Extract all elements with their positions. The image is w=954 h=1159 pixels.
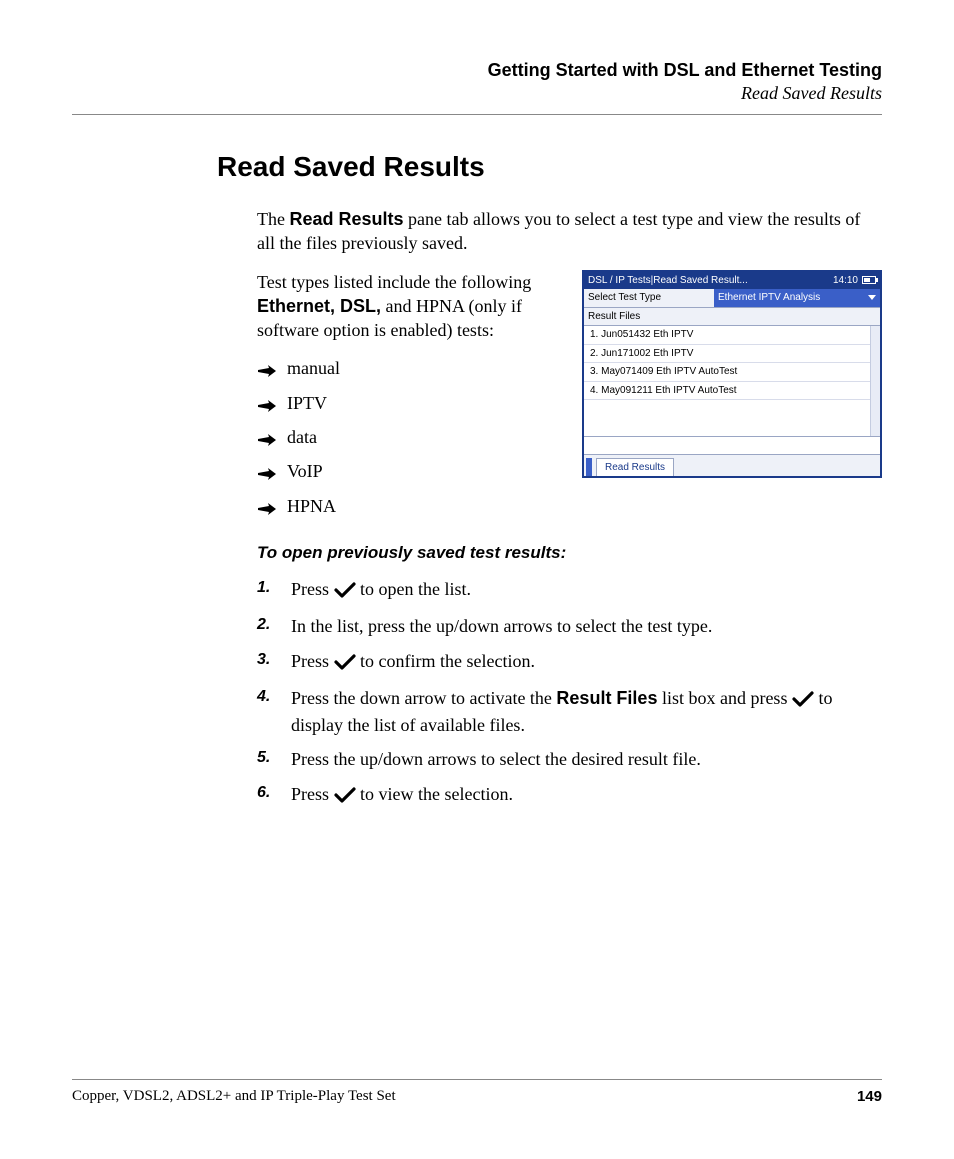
header-rule [72,114,882,115]
bullet-item: IPTV [257,391,882,415]
running-header: Getting Started with DSL and Ethernet Te… [72,60,882,104]
footer: Copper, VDSL2, ADSL2+ and IP Triple-Play… [72,1079,882,1105]
step-item: Press to view the selection. [257,782,882,809]
chapter-title: Getting Started with DSL and Ethernet Te… [72,60,882,81]
step-text: to open the list. [356,579,472,599]
bullet-item: VoIP [257,459,882,483]
step-text: Press the down arrow to activate the [291,688,556,708]
step-text: Press [291,784,334,804]
step-bold: Result Files [556,688,657,708]
lead-line1: Test types listed include the following [257,272,531,292]
bullet-list: manual IPTV data VoIP HPNA [257,356,882,517]
ss-title-right: 14:10 [833,274,876,288]
procedure-heading: To open previously saved test results: [257,542,882,565]
arrow-icon [257,429,277,453]
ss-select-row: Select Test Type Ethernet IPTV Analysis [584,289,880,308]
bullet-text: manual [287,358,340,378]
bullet-text: HPNA [287,496,336,516]
arrow-icon [257,463,277,487]
bullet-item: HPNA [257,494,882,518]
list-item[interactable]: 1. Jun051432 Eth IPTV [584,326,880,345]
page-number: 149 [857,1088,882,1105]
ss-files-label: Result Files [584,308,880,327]
step-text: to view the selection. [356,784,513,804]
step-text: In the list, press the up/down arrows to… [291,616,712,636]
ss-select-value: Ethernet IPTV Analysis [718,291,820,305]
footer-rule [72,1079,882,1080]
step-item: Press to confirm the selection. [257,649,882,676]
check-icon [334,652,356,676]
lead-bold: Ethernet, DSL, [257,296,381,316]
bullet-item: manual [257,356,882,380]
intro-paragraph: The Read Results pane tab allows you to … [257,207,882,256]
step-list: Press to open the list. In the list, pre… [257,577,882,809]
intro-bold: Read Results [289,209,403,229]
intro-pre: The [257,209,289,229]
ss-titlebar: DSL / IP Tests|Read Saved Result... 14:1… [584,272,880,290]
arrow-icon [257,360,277,384]
ss-file-list[interactable]: 1. Jun051432 Eth IPTV 2. Jun171002 Eth I… [584,326,880,436]
scrollbar[interactable] [870,326,880,436]
chevron-down-icon [868,295,876,300]
step-item: Press to open the list. [257,577,882,604]
bullet-text: IPTV [287,393,327,413]
page-title: Read Saved Results [217,151,882,183]
check-icon [334,580,356,604]
step-text: list box and press [657,688,792,708]
arrow-icon [257,395,277,419]
step-text: Press [291,651,334,671]
step-text: Press the up/down arrows to select the d… [291,749,701,769]
step-text: Press [291,579,334,599]
wrap-block: DSL / IP Tests|Read Saved Result... 14:1… [257,270,882,532]
check-icon [792,689,814,713]
bullet-text: data [287,427,317,447]
bullet-text: VoIP [287,461,323,481]
step-item: In the list, press the up/down arrows to… [257,614,882,638]
footer-text: Copper, VDSL2, ADSL2+ and IP Triple-Play… [72,1088,396,1105]
section-title: Read Saved Results [72,83,882,104]
step-item: Press the up/down arrows to select the d… [257,747,882,771]
bullet-item: data [257,425,882,449]
ss-select-label: Select Test Type [584,289,714,307]
step-item: Press the down arrow to activate the Res… [257,686,882,738]
ss-select-dropdown[interactable]: Ethernet IPTV Analysis [714,289,880,307]
battery-icon [862,276,876,284]
check-icon [334,785,356,809]
body: The Read Results pane tab allows you to … [257,207,882,809]
step-text: to confirm the selection. [356,651,535,671]
ss-title: DSL / IP Tests|Read Saved Result... [588,274,748,288]
ss-time: 14:10 [833,274,858,288]
page: Getting Started with DSL and Ethernet Te… [0,0,954,1159]
arrow-icon [257,498,277,522]
